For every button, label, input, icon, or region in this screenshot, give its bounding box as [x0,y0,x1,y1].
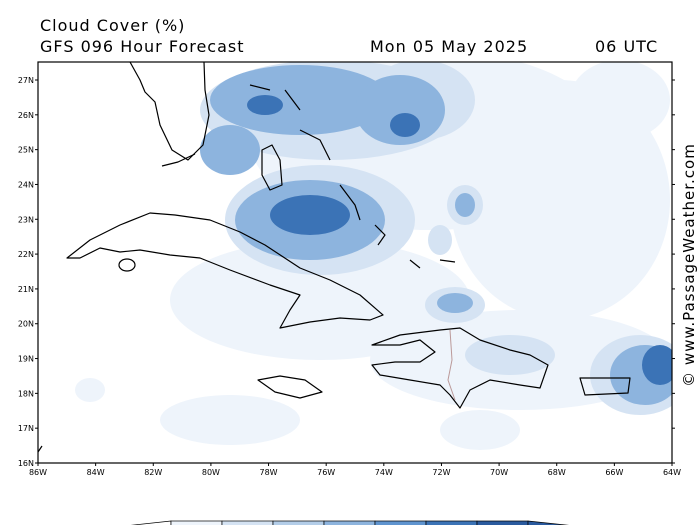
lon-label: 86W [29,468,47,477]
colorbar-box [323,520,376,529]
colorbar-box [425,520,478,529]
subtitle: GFS 096 Hour Forecast [40,37,245,56]
lat-label: 25N [18,146,34,155]
lat-label: 19N [18,355,34,364]
lon-label: 70W [490,468,508,477]
colorbar-box [374,520,427,529]
lat-label: 17N [18,424,34,433]
lat-label: 23N [18,215,34,224]
colorbar-end [119,520,172,529]
lon-label: 76W [317,468,335,477]
colorbar-end [527,520,581,529]
title: Cloud Cover (%) [40,16,185,35]
lat-label: 16N [18,459,34,468]
colorbar: 1025405060758599 [119,520,581,529]
lat-label: 24N [18,180,34,189]
lon-label: 84W [87,468,105,477]
colorbar-box [170,520,223,529]
lon-label: 66W [605,468,623,477]
cloud-field [38,62,672,463]
longitude-axis: 86W 84W 82W 80W 78W 76W 74W 72W 70W 68W 66W 64W [29,463,681,477]
lat-label: 22N [18,250,34,259]
lat-label: 20N [18,320,34,329]
lat-label: 27N [18,76,34,85]
lon-label: 72W [432,468,450,477]
lat-label: 26N [18,111,34,120]
forecast-time: 06 UTC [595,37,658,56]
lon-label: 68W [548,468,566,477]
colorbar-box [476,520,529,529]
map-frame [37,61,673,464]
credit: © www.PassageWeather.com [680,143,698,387]
colorbar-box [221,520,274,529]
lat-label: 18N [18,389,34,398]
colorbar-box [272,520,325,529]
forecast-date: Mon 05 May 2025 [370,37,528,56]
lon-label: 78W [259,468,277,477]
lon-label: 80W [202,468,220,477]
latitude-axis: 27N 26N 25N 24N 23N 22N 21N 20N 19N 18N 17N 16N [18,76,675,468]
lon-label: 64W [663,468,681,477]
lon-label: 74W [375,468,393,477]
lat-label: 21N [18,285,34,294]
lon-label: 82W [144,468,162,477]
